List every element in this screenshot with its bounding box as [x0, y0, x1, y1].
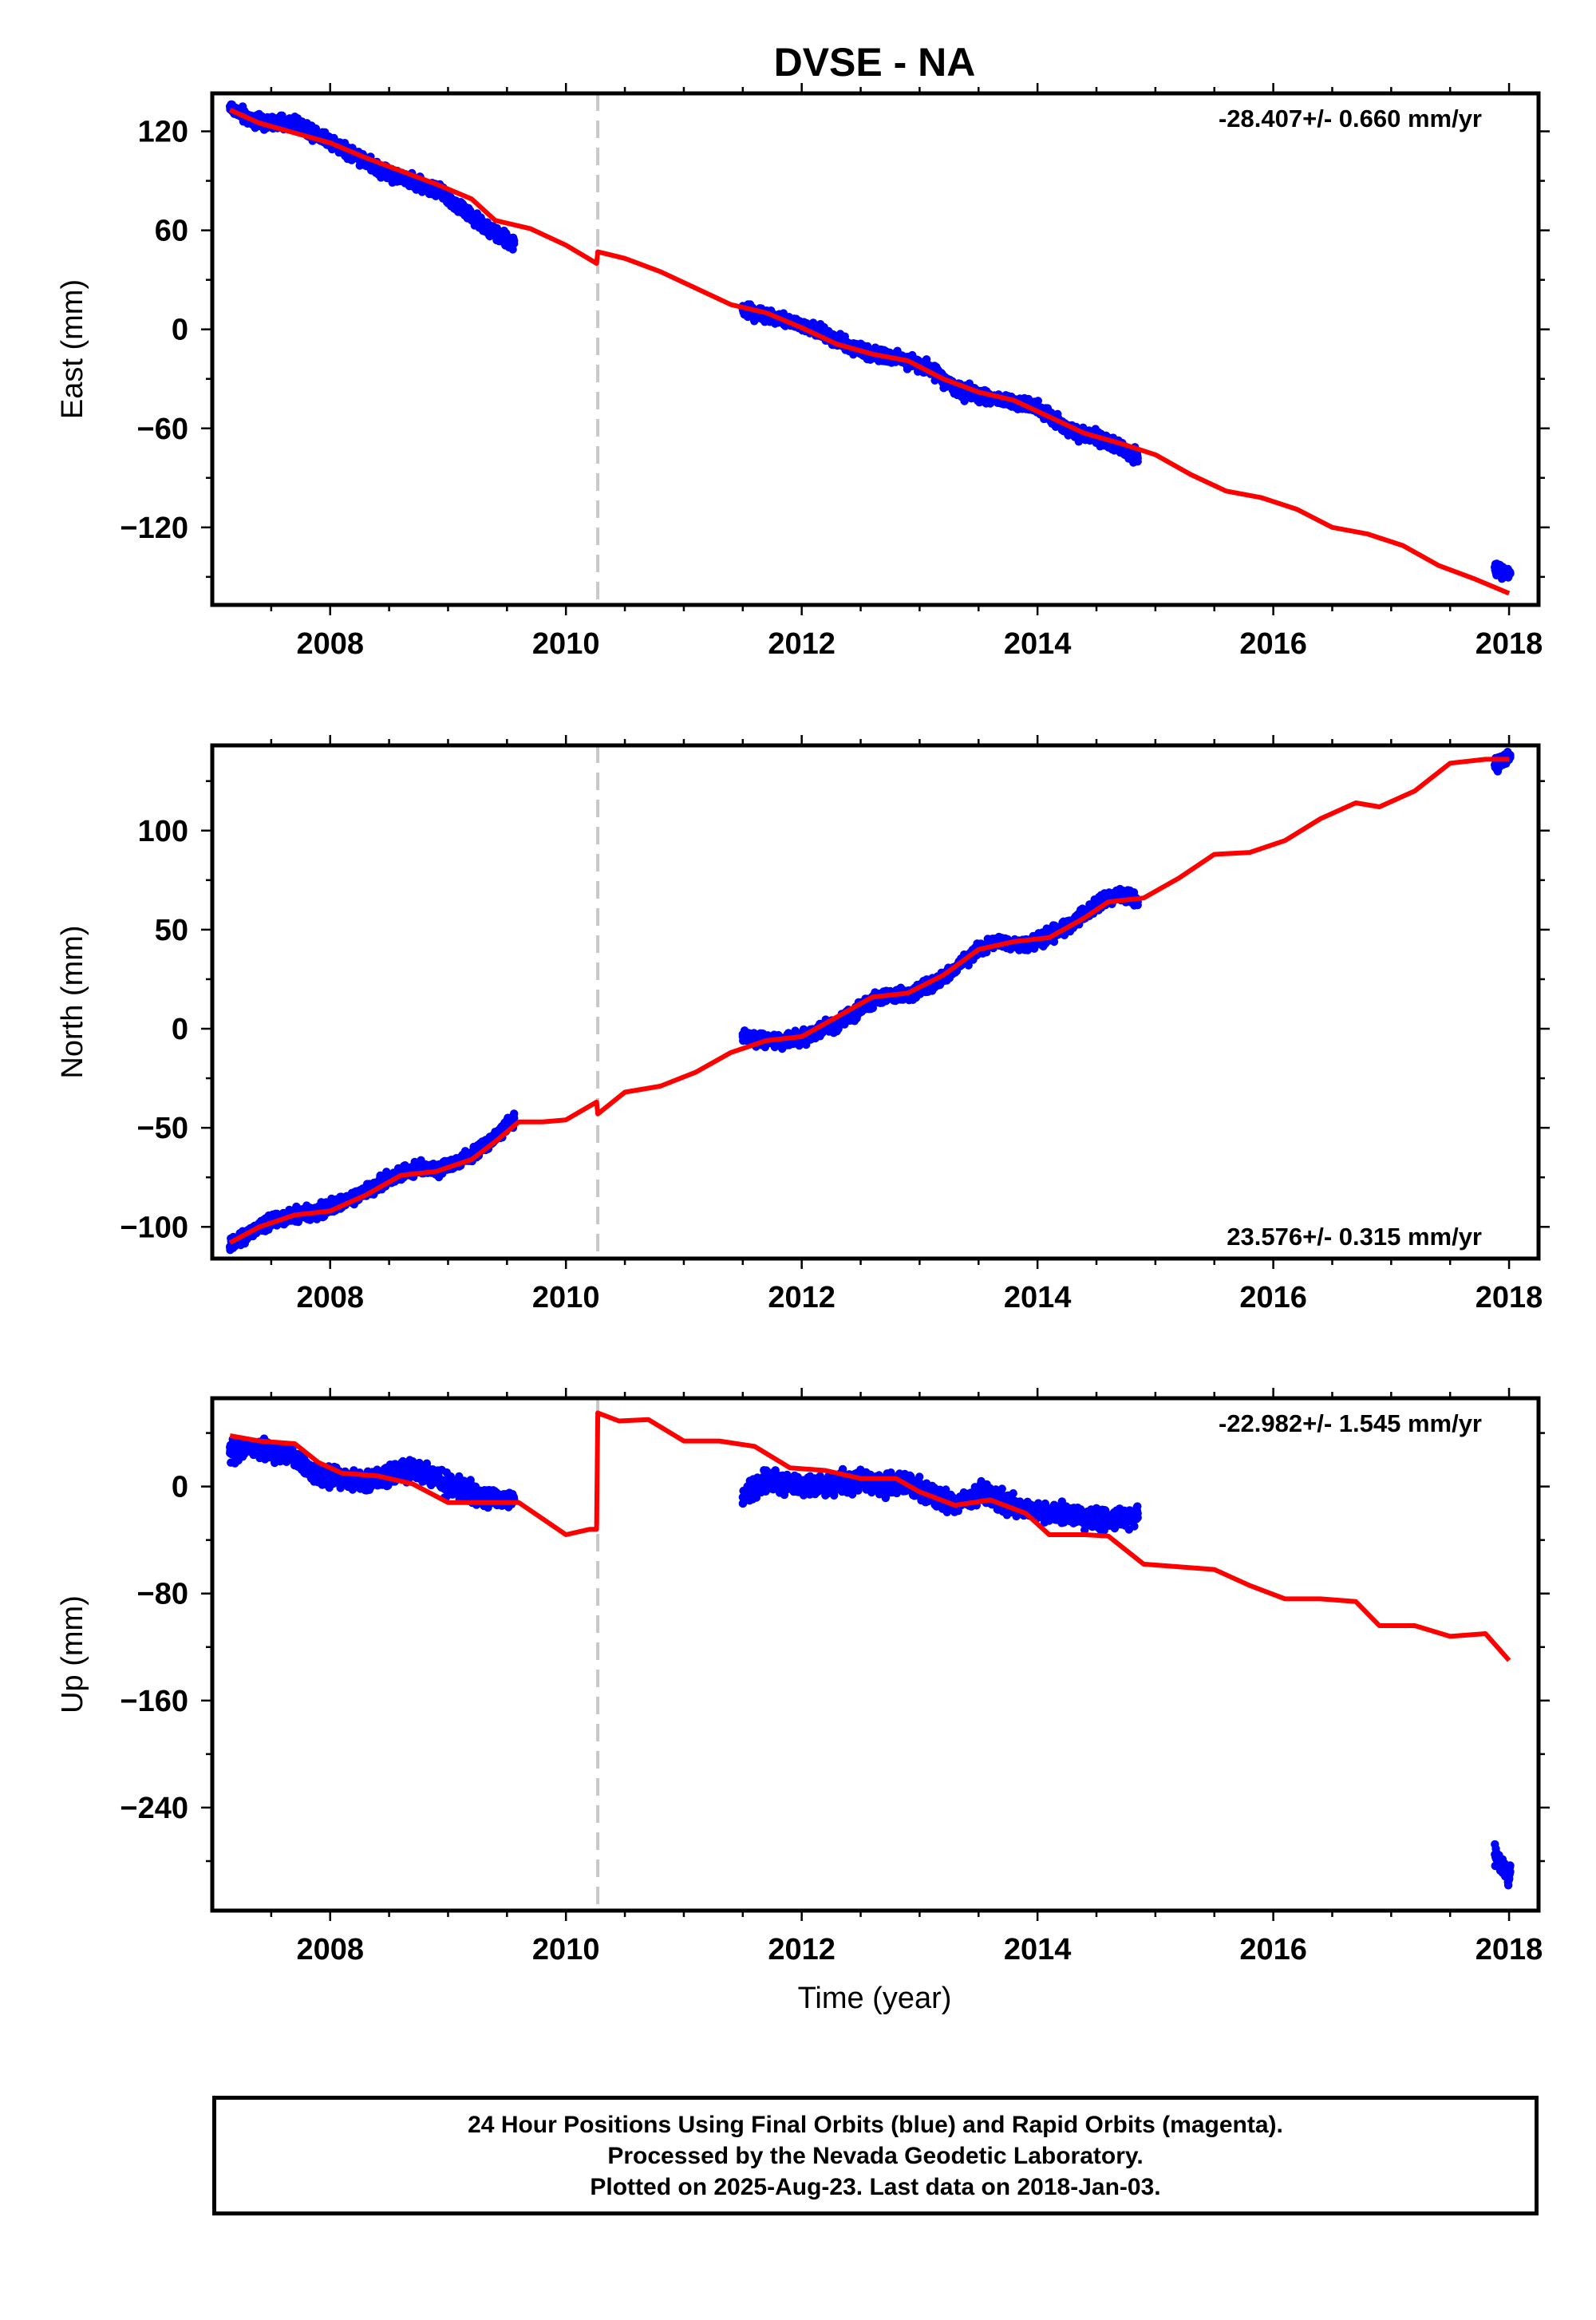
data-point [833, 1021, 841, 1029]
y-tick-label: −120 [120, 512, 188, 545]
y-tick-label: 0 [172, 1013, 188, 1046]
data-point [1116, 890, 1124, 898]
x-tick-label: 2008 [296, 627, 364, 661]
y-tick-label: 0 [172, 314, 188, 347]
plot-area [226, 1398, 1515, 1911]
y-tick-label: −50 [137, 1112, 188, 1145]
y-tick-label: 100 [138, 815, 188, 848]
x-tick-label: 2014 [1004, 1281, 1072, 1314]
panel-east: 2008 2010 2012 2014 2016 2018 120 60 0 −60 −120 Eas… [56, 83, 1550, 661]
panel-north: 2008 2010 2012 2014 2016 2018 100 50 0 −50 −100 Nor… [56, 735, 1550, 1314]
x-tick-label: 2010 [532, 1281, 600, 1314]
velocity-label: -28.407+/- 0.660 mm/yr [1219, 105, 1482, 132]
y-axis-label: North (mm) [56, 925, 89, 1078]
data-point [1506, 570, 1514, 578]
y-tick-label: 120 [138, 116, 188, 149]
x-tick-label: 2010 [532, 627, 600, 661]
data-point [385, 170, 393, 178]
plot-area [226, 745, 1515, 1259]
x-tick-label: 2008 [296, 1281, 364, 1314]
x-tick-label: 2018 [1476, 1281, 1543, 1314]
y-tick-label: −100 [120, 1211, 188, 1244]
data-point [456, 204, 464, 211]
data-point [510, 239, 518, 247]
y-axis-label: East (mm) [56, 279, 89, 419]
data-point [480, 223, 488, 231]
data-point [739, 1033, 747, 1041]
x-tick-label: 2016 [1239, 627, 1307, 661]
x-tick-label: 2018 [1476, 627, 1543, 661]
y-tick-label: 50 [155, 914, 188, 947]
x-tick-label: 2012 [768, 1281, 836, 1314]
y-tick-label: −60 [137, 413, 188, 446]
data-point [1134, 454, 1142, 462]
data-point [409, 1164, 417, 1172]
x-tick-label: 2016 [1239, 1281, 1307, 1314]
chart-title: DVSE - NA [774, 40, 976, 85]
x-tick-label: 2014 [1004, 627, 1072, 661]
plot-area [226, 93, 1515, 605]
velocity-label: 23.576+/- 0.315 mm/yr [1227, 1223, 1482, 1251]
y-tick-label: 60 [155, 215, 188, 248]
data-point [290, 119, 298, 127]
x-tick-label: 2012 [768, 627, 836, 661]
